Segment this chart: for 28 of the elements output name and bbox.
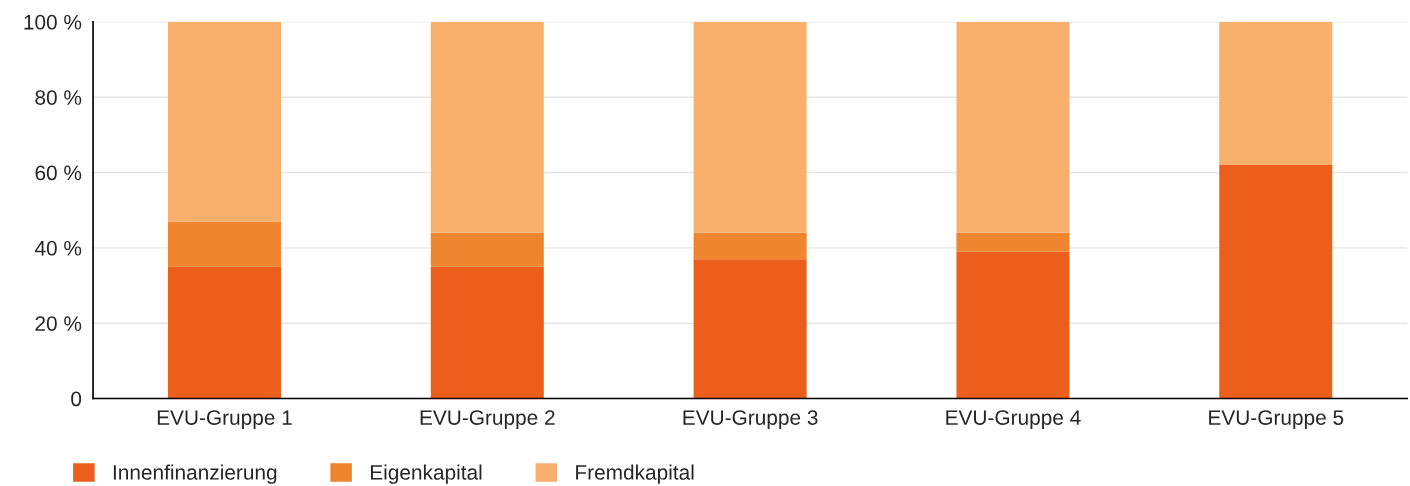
y-tick-label: 0 [71, 391, 82, 407]
bar [430, 266, 544, 399]
x-tick-label: EVU-Gruppe 3 [683, 410, 818, 430]
bar [167, 21, 281, 222]
y-tick-label: 100 % [24, 14, 82, 30]
legend-label: Fremdkapital [576, 464, 694, 484]
y-tick-label: 20 % [35, 316, 82, 331]
bar [430, 21, 544, 233]
y-tick-label: 80 % [35, 90, 82, 105]
bar [1219, 21, 1333, 165]
bar [167, 221, 281, 267]
y-tick-label: 40 % [34, 240, 82, 256]
bar [693, 259, 807, 399]
bar [693, 232, 807, 260]
legend-label: Eigenkapital [370, 464, 482, 484]
bar [1219, 165, 1333, 399]
x-tick-label: EVU-Gruppe 1 [157, 410, 292, 430]
x-tick-label: EVU-Gruppe 2 [420, 410, 555, 430]
bar [430, 232, 544, 267]
bar [956, 251, 1070, 399]
bar [167, 266, 281, 399]
bar [956, 21, 1070, 233]
legend-label: Innenfinanzierung [113, 464, 277, 484]
y-tick-label: 60 % [35, 165, 82, 181]
x-tick-label: EVU-Gruppe 4 [946, 410, 1081, 430]
bar [693, 21, 807, 233]
x-tick-label: EVU-Gruppe 5 [1209, 410, 1344, 430]
bar [956, 232, 1070, 252]
